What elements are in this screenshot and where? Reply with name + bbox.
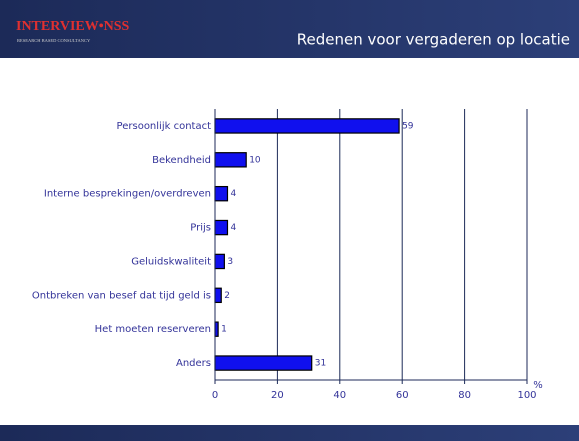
y-tick-label: Ontbreken van besef dat tijd geld is: [32, 290, 211, 301]
x-tick-label: 20: [271, 390, 284, 401]
y-tick-label: Bekendheid: [152, 155, 211, 166]
bar: [214, 118, 400, 134]
bar: [214, 219, 229, 236]
logo-tagline: RESEARCH BASED CONSULTANCY: [17, 38, 91, 43]
data-label: 31: [315, 359, 326, 369]
data-label: 59: [402, 121, 414, 131]
y-tick-label: Interne besprekingen/overdreven: [44, 189, 211, 200]
x-tick-label: 40: [333, 390, 346, 401]
data-label: 1: [221, 325, 227, 335]
x-tick-label: 80: [458, 390, 471, 401]
x-tick-label: 100: [517, 390, 536, 401]
data-label: 3: [227, 257, 233, 267]
bar: [214, 355, 313, 371]
x-tick-label: 0: [212, 390, 218, 401]
y-tick-label: Het moeten reserveren: [95, 324, 211, 335]
slide-title: Redenen voor vergaderen op locatie: [297, 31, 570, 49]
bar: [214, 253, 225, 270]
x-tick-label: 60: [396, 390, 409, 401]
data-label: 4: [230, 189, 236, 199]
data-label: 10: [249, 155, 261, 165]
y-tick-label: Prijs: [190, 223, 211, 234]
y-tick-label: Persoonlijk contact: [117, 121, 212, 132]
logo: INTERVIEW•NSS: [16, 19, 130, 34]
y-tick-label: Geluidskwaliteit: [131, 256, 211, 267]
bar: [214, 185, 229, 202]
bar: [214, 287, 222, 304]
header-band: [0, 0, 579, 58]
data-label: 2: [224, 291, 230, 301]
bar: [214, 152, 247, 168]
y-tick-label: Anders: [176, 358, 211, 369]
x-axis-label: %: [533, 380, 543, 391]
footer-band: [0, 425, 579, 441]
data-label: 4: [230, 223, 236, 233]
